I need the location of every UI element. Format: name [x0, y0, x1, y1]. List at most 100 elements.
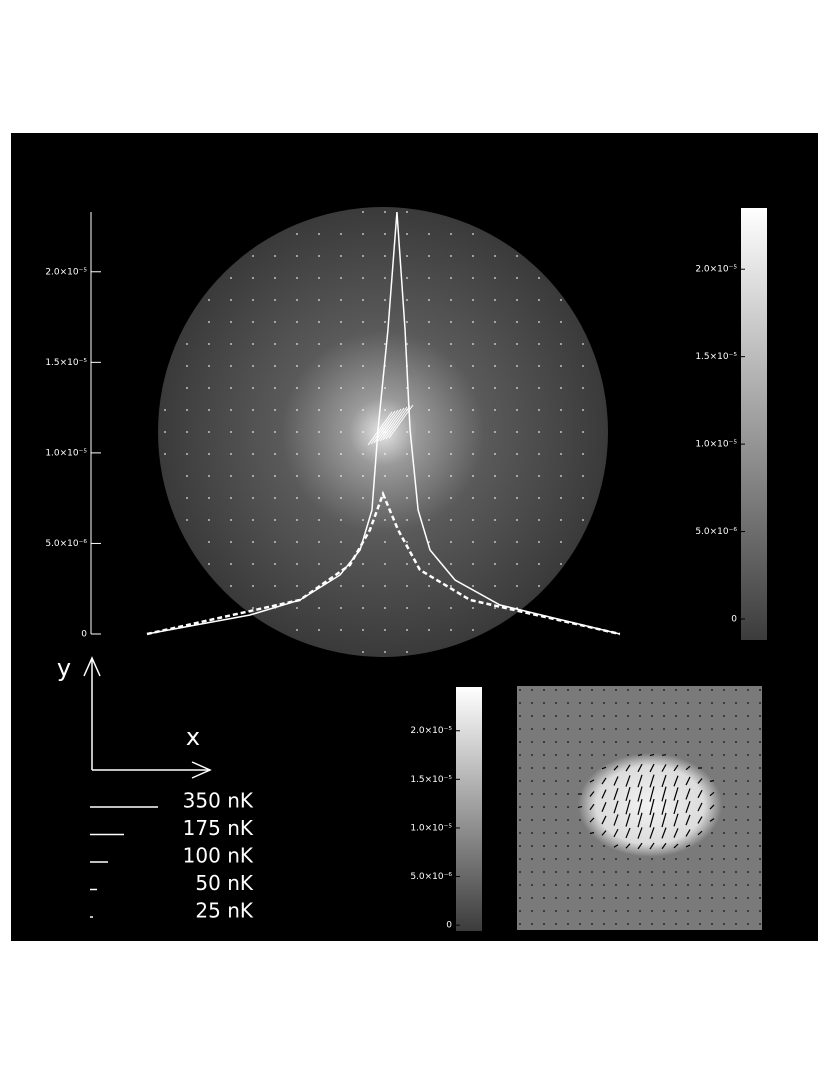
y-tick-label: 0 [81, 630, 87, 640]
vector [613, 814, 619, 826]
vector [649, 827, 655, 839]
vector [625, 813, 631, 827]
vector [709, 780, 715, 782]
vector [376, 408, 402, 443]
colorbar-tick-label: 2.0×10⁻⁵ [410, 726, 452, 736]
colorbar-tick-label: 1.5×10⁻⁵ [410, 775, 452, 785]
vector [709, 818, 715, 822]
vector [685, 844, 691, 848]
vector [613, 787, 619, 801]
vector [589, 817, 595, 823]
vector [589, 791, 595, 797]
colorbar-tick-label: 1.0×10⁻⁵ [695, 440, 737, 450]
vector [673, 775, 679, 787]
vector [661, 799, 667, 815]
vector [577, 805, 583, 809]
vector [709, 804, 715, 810]
vector-grid [164, 211, 584, 653]
vector [685, 765, 691, 771]
vector [601, 789, 607, 799]
vector [637, 827, 643, 839]
legend-label: 175 nK [183, 816, 254, 840]
vector [637, 842, 643, 850]
vector [601, 766, 607, 770]
vector [697, 830, 703, 836]
vector [601, 777, 607, 785]
vector [685, 801, 691, 813]
vector [601, 830, 607, 836]
y-label: y [57, 654, 71, 682]
vector [613, 844, 619, 848]
vector [649, 798, 655, 816]
vector [589, 779, 595, 783]
y-arrow-head [83, 656, 101, 677]
vector [685, 776, 691, 786]
vector [661, 754, 667, 756]
density-blob [578, 753, 722, 857]
colorbar-tick-label: 1.0×10⁻⁵ [410, 823, 452, 833]
vector [382, 406, 408, 441]
vector [613, 776, 619, 786]
vector [673, 787, 679, 801]
vector [673, 813, 679, 827]
colorbar-tick-label: 5.0×10⁻⁶ [695, 527, 737, 537]
vector [673, 799, 679, 815]
vector [625, 775, 631, 787]
vector [625, 843, 631, 849]
vector [685, 814, 691, 826]
vector [697, 816, 703, 824]
colorbar [456, 687, 482, 931]
vector [601, 815, 607, 825]
vector [625, 764, 631, 772]
vector [625, 827, 631, 839]
y-tick-label: 5.0×10⁻⁶ [45, 539, 87, 549]
vector [649, 786, 655, 802]
vector [661, 812, 667, 828]
vector [661, 786, 667, 802]
vector [637, 774, 643, 788]
vector [613, 800, 619, 814]
vector [697, 789, 703, 799]
vector [697, 802, 703, 812]
vector [649, 774, 655, 788]
colorbar-tick-label: 2.0×10⁻⁵ [695, 265, 737, 275]
colorbar [741, 208, 767, 640]
x-label: x [186, 723, 200, 751]
vector [661, 764, 667, 772]
vector [685, 788, 691, 800]
vector [649, 812, 655, 828]
vector [673, 828, 679, 838]
vector [625, 786, 631, 802]
colorbar-tick-label: 1.5×10⁻⁵ [695, 352, 737, 362]
x-arrow-head [191, 761, 212, 779]
colorbar-tick-label: 0 [731, 615, 737, 625]
colorbar-tick-label: 0 [446, 921, 452, 931]
vector [370, 410, 396, 445]
vector [673, 843, 679, 849]
vector [637, 753, 643, 757]
legend-label: 25 nK [195, 899, 253, 923]
y-tick-label: 1.5×10⁻⁵ [45, 358, 87, 368]
vector [589, 803, 595, 811]
vector-grid [519, 689, 761, 925]
profile-line [146, 490, 621, 636]
vector [637, 763, 643, 773]
vector [589, 831, 595, 835]
vector [661, 842, 667, 850]
vector [613, 828, 619, 838]
density-disk [158, 207, 608, 657]
vector [613, 765, 619, 771]
vector [637, 799, 643, 815]
vector [697, 778, 703, 784]
vector [601, 802, 607, 812]
vector [637, 786, 643, 802]
vector [649, 753, 655, 757]
vector [385, 405, 411, 440]
y-tick-label: 1.0×10⁻⁵ [45, 448, 87, 458]
colorbar-tick-label: 5.0×10⁻⁶ [410, 872, 452, 882]
axes-diagram [83, 656, 212, 779]
legend-label: 350 nK [183, 789, 254, 813]
legend-label: 100 nK [183, 844, 254, 868]
vector [379, 407, 405, 442]
